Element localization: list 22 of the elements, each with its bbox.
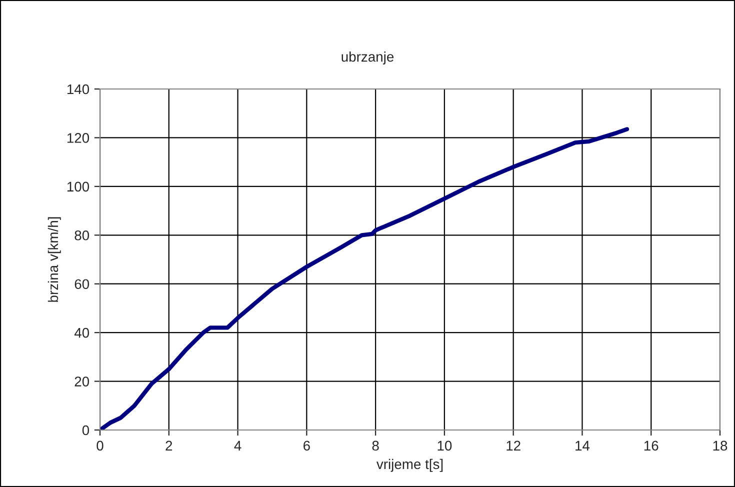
y-tick-label: 20 [74, 376, 90, 386]
y-tick-label: 100 [67, 182, 90, 192]
x-tick-label: 4 [234, 440, 242, 450]
x-tick-label: 8 [372, 440, 379, 451]
x-tick-label: 16 [644, 440, 658, 451]
y-tick-label: 40 [74, 328, 90, 338]
x-tick-label: 10 [438, 440, 452, 451]
y-axis-title: brzina v[km/h] [48, 217, 61, 302]
y-tick-label: 140 [67, 84, 90, 94]
chart-title: ubrzanje [342, 52, 394, 64]
x-tick-label: 12 [506, 440, 520, 450]
x-tick-label: 18 [713, 440, 728, 451]
y-tick-label: 120 [67, 133, 90, 143]
x-tick-label: 14 [576, 440, 590, 450]
x-tick-label: 0 [96, 440, 104, 451]
x-axis-title: vrijeme t[s] [376, 458, 443, 472]
line-series [100, 127, 630, 430]
x-tick-label: 6 [304, 440, 310, 451]
y-tick-label: 60 [74, 279, 90, 290]
x-tick-label: 2 [166, 440, 172, 450]
y-tick-label: 80 [74, 230, 90, 240]
y-tick-label: 0 [82, 425, 90, 436]
